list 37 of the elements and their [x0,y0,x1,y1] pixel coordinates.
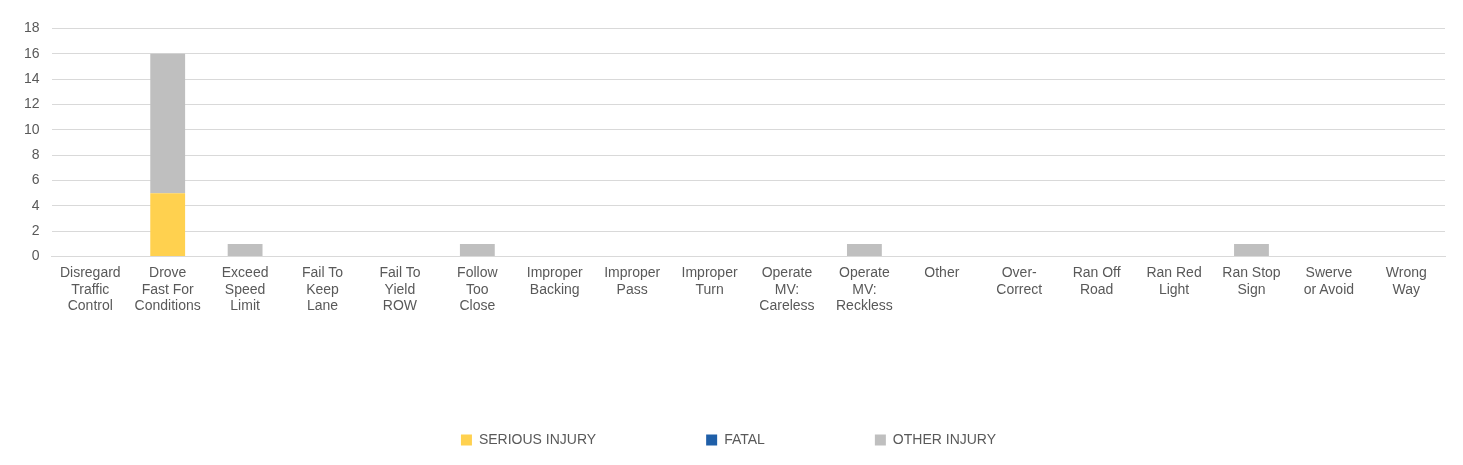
x-tick-label: Operate MV: Careless [759,263,815,314]
legend-label: OTHER INJURY [892,430,997,447]
x-tick-label: Operate MV: Reckless [836,263,893,314]
bar [1234,243,1269,257]
x-tick-label: Disregard Traffic Control [59,263,121,314]
x-tick-label: Improper Turn [681,263,738,297]
y-tick-label: 4 [31,196,40,213]
y-tick-label: 16 [23,44,40,61]
x-tick-label: Drove Fast For Conditions [134,263,201,314]
legend-label: SERIOUS INJURY [478,430,597,447]
x-tick-label: Fail To Yield ROW [379,263,421,314]
x-tick-label: Ran Stop Sign [1222,263,1281,297]
x-tick-label: Other [924,263,960,280]
x-tick-label: Over-Correct [996,263,1043,297]
y-tick-label: 0 [31,247,40,264]
x-tick-label: Improper Pass [604,263,661,297]
x-tick-label: Follow Too Close [457,263,499,314]
y-tick-label: 12 [23,95,40,112]
y-tick-label: 8 [31,146,40,163]
x-tick-label: Improper Backing [526,263,584,297]
bar [150,53,186,194]
bar [846,243,882,257]
bar [150,193,186,257]
bar [459,243,495,257]
x-tick-label: Ran Off Road [1072,263,1121,297]
y-tick-label: 18 [23,19,40,36]
y-tick-label: 14 [23,69,40,86]
legend-label: FATAL [724,430,766,447]
x-tick-label: Ran Red Light [1146,263,1202,297]
x-tick-label: Exceed Speed Limit [221,263,269,314]
bar [227,243,263,257]
y-tick-label: 6 [31,171,40,188]
y-tick-label: 2 [31,222,40,239]
x-tick-label: Swerve or Avoid [1303,263,1355,297]
x-tick-label: Fail To Keep Lane [302,263,344,314]
x-tick-label: Wrong Way [1385,263,1427,297]
y-tick-label: 10 [23,120,40,137]
